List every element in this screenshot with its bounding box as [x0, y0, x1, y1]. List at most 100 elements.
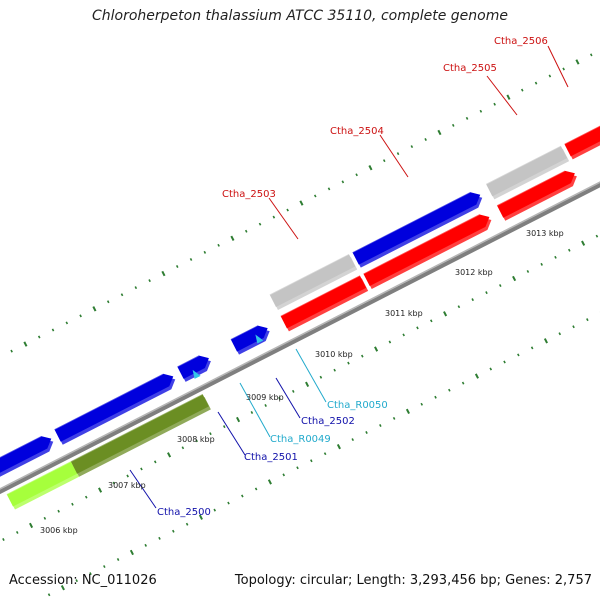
- scale-tick-lower: [236, 416, 241, 423]
- scale-label: 3008 kbp: [177, 435, 215, 444]
- scale-tick-lower: [333, 368, 336, 372]
- scale-tick-inner: [148, 279, 151, 283]
- gene-ctha-2504-reverse[interactable]: [362, 213, 492, 290]
- genome-summary: Topology: circular; Length: 3,293,456 bp…: [234, 573, 592, 588]
- scale-tick-inner: [548, 74, 552, 78]
- gene-ctha-2505-reverse[interactable]: [496, 170, 577, 221]
- scale-tick-outer: [448, 388, 451, 392]
- scale-tick-outer: [89, 572, 92, 576]
- scale-tick-inner: [258, 222, 262, 226]
- scale-tick-outer: [254, 487, 258, 491]
- label-callouts: [129, 45, 569, 509]
- scale-tick-inner: [396, 152, 400, 156]
- scale-tick-outer: [267, 479, 272, 485]
- gene-ctha-2503-forward[interactable]: [269, 253, 358, 310]
- gene-label-ctha-2502[interactable]: Ctha_2502: [301, 416, 355, 427]
- gene-ctha-2501-forward[interactable]: [176, 354, 211, 382]
- scale-label: 3012 kbp: [455, 268, 493, 277]
- scale-tick-lower: [209, 432, 212, 436]
- scale-tick-lower: [305, 381, 310, 387]
- gene-ctha-2499-forward[interactable]: [0, 435, 54, 477]
- scale-tick-inner: [272, 215, 276, 219]
- scale-label: 3011 kbp: [385, 309, 423, 318]
- scale-tick-lower: [43, 516, 47, 520]
- gene-label-ctha-2501[interactable]: Ctha_2501: [244, 452, 298, 463]
- gene-label-ctha-2505[interactable]: Ctha_2505: [443, 63, 497, 74]
- rna-ctha-r0050[interactable]: [255, 334, 264, 344]
- scale-tick-inner: [134, 286, 138, 290]
- feature-labels: Ctha_2500 Ctha_2501 Ctha_R0049 Ctha_2502…: [157, 36, 548, 518]
- gene-lime-reverse[interactable]: [6, 460, 80, 510]
- scale-tick-inner: [479, 109, 483, 113]
- scale-tick-inner: [451, 123, 455, 127]
- scale-tick-outer: [103, 565, 106, 569]
- scale-tick-outer: [185, 522, 189, 526]
- scale-tick-inner: [589, 53, 593, 57]
- scale-labels: 3006 kbp 3007 kbp 3008 kbp 3009 kbp 3010…: [40, 229, 564, 535]
- scale-tick-outer: [144, 543, 147, 547]
- rna-ctha-r0049[interactable]: [192, 369, 201, 379]
- callout-ctha-2500: [129, 469, 157, 509]
- scale-tick-lower: [554, 255, 557, 259]
- scale-tick-outer: [213, 508, 217, 512]
- scale-tick-inner: [575, 59, 580, 65]
- scale-label: 3006 kbp: [40, 526, 78, 535]
- scale-tick-inner: [355, 173, 358, 177]
- scale-tick-inner: [23, 341, 28, 347]
- scale-tick-outer: [379, 423, 382, 427]
- scale-tick-lower: [374, 346, 379, 352]
- callout-ctha-r0049: [239, 382, 271, 438]
- scale-tick-lower: [57, 509, 60, 513]
- scale-tick-outer: [172, 529, 175, 533]
- gene-label-ctha-2500[interactable]: Ctha_2500: [157, 507, 211, 518]
- scale-tick-outer: [474, 373, 479, 379]
- scale-tick-outer: [75, 579, 78, 583]
- gene-ctha-2504-forward[interactable]: [352, 191, 483, 268]
- scale-tick-inner: [341, 180, 345, 184]
- callout-ctha-2501: [217, 411, 246, 456]
- gene-ctha-2505-forward[interactable]: [485, 145, 570, 200]
- scale-tick-outer: [310, 459, 313, 463]
- scale-label: 3010 kbp: [315, 350, 353, 359]
- scale-label: 3013 kbp: [526, 229, 564, 238]
- scale-tick-inner: [230, 235, 235, 241]
- scale-tick-inner: [10, 349, 13, 353]
- scale-tick-lower: [153, 460, 157, 464]
- scale-tick-outer: [572, 325, 575, 329]
- scale-tick-inner: [79, 314, 82, 318]
- scale-tick-inner: [465, 116, 469, 120]
- scale-tick-lower: [388, 340, 392, 344]
- scale-tick-outer: [323, 452, 327, 456]
- gene-label-ctha-2504[interactable]: Ctha_2504: [330, 126, 384, 137]
- gene-ctha-2506-forward[interactable]: [563, 105, 600, 160]
- gene-label-ctha-2503[interactable]: Ctha_2503: [222, 189, 276, 200]
- scale-tick-inner: [382, 159, 386, 163]
- scale-tick-inner: [437, 129, 442, 136]
- scale-tick-lower: [181, 446, 185, 450]
- scale-tick-inner: [51, 328, 55, 332]
- scale-tick-lower: [291, 389, 295, 393]
- scale-tick-lower: [71, 502, 74, 506]
- gene-olive-reverse[interactable]: [70, 393, 211, 477]
- gene-ctha-2502-forward[interactable]: [230, 324, 270, 355]
- scale-tick-inner: [534, 81, 538, 85]
- scale-tick-lower: [430, 319, 433, 323]
- scale-tick-outer: [365, 431, 368, 435]
- scale-tick-outer: [586, 318, 589, 322]
- rna-label-ctha-r0050[interactable]: Ctha_R0050: [327, 400, 388, 411]
- gene-ctha-2503-reverse[interactable]: [280, 274, 369, 332]
- scale-tick-inner: [299, 200, 304, 206]
- scale-tick-outer: [517, 353, 520, 357]
- rna-label-ctha-r0049[interactable]: Ctha_R0049: [270, 434, 331, 445]
- gene-ctha-2500-forward[interactable]: [54, 373, 176, 445]
- scale-tick-lower: [15, 530, 19, 534]
- scale-tick-inner: [286, 208, 289, 212]
- scale-tick-lower: [471, 298, 474, 302]
- scale-tick-outer: [351, 438, 355, 442]
- scale-tick-inner: [244, 229, 248, 233]
- gene-label-ctha-2506[interactable]: Ctha_2506: [494, 36, 548, 47]
- scale-tick-lower: [222, 425, 226, 429]
- scale-tick-inner: [313, 194, 317, 198]
- scale-tick-lower: [278, 396, 281, 400]
